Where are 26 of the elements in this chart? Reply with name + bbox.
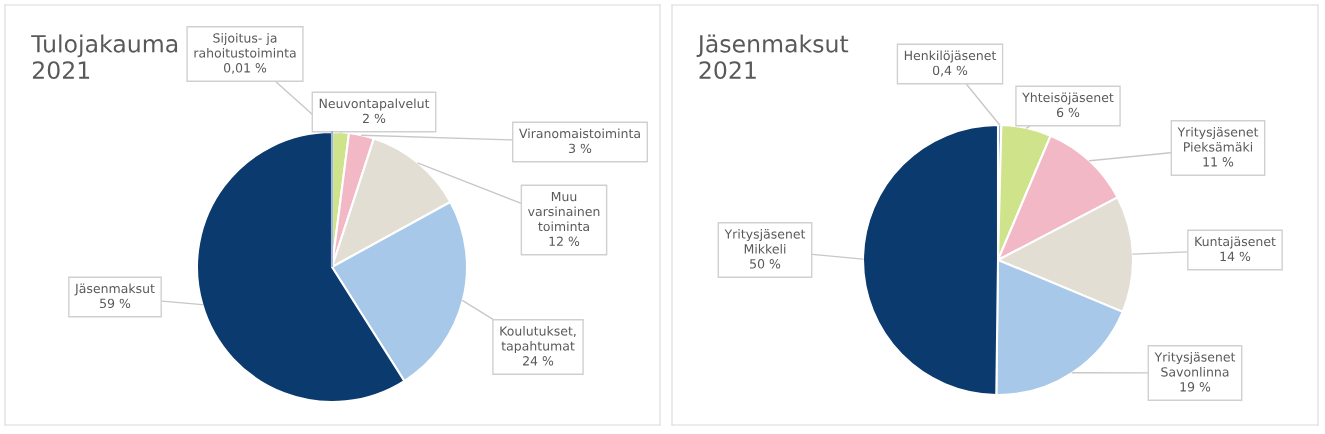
- chart-title: Jäsenmaksut 2021: [696, 34, 849, 80]
- data-label: 2 %: [363, 113, 386, 124]
- slice-label: Koulutukset, tapahtumat: [500, 326, 576, 354]
- data-label: 6 %: [1056, 107, 1080, 118]
- data-label: 50 %: [750, 259, 781, 269]
- data-label: 59 %: [100, 298, 131, 309]
- slice-label: Jäsenmaksut: [74, 283, 155, 296]
- data-label: 0,01 %: [223, 63, 267, 74]
- slice-label: Henkilöjäsenet: [904, 50, 997, 63]
- data-label: 24 %: [523, 356, 554, 366]
- data-label: 14 %: [1220, 251, 1251, 262]
- slice-label: Yritysjäsenet Savonlinna: [1154, 352, 1236, 377]
- data-label: 3 %: [569, 143, 592, 154]
- slice-label: Viranomaistoiminta: [519, 128, 640, 139]
- slice-label: Yritysjäsenet Pieksämäki: [1177, 127, 1259, 152]
- data-label: 11 %: [1203, 157, 1234, 167]
- slice-label: Yritysjäsenet Mikkeli: [724, 229, 806, 254]
- text: Tulojakauma 2021: [31, 34, 178, 80]
- slice-label: Sijoitus- ja rahoitustoiminta: [194, 33, 296, 58]
- data-label: 12 %: [549, 236, 580, 247]
- slice-label: Yhteisöjäsenet: [1022, 92, 1114, 105]
- data-label: 19 %: [1180, 382, 1211, 392]
- data-label: 0,4 %: [932, 65, 968, 77]
- slice-label: Neuvontapalvelut: [319, 98, 430, 111]
- slice-label: Kuntajäsenet: [1195, 236, 1276, 249]
- slice-label: Muu varsinainen toiminta: [527, 191, 600, 232]
